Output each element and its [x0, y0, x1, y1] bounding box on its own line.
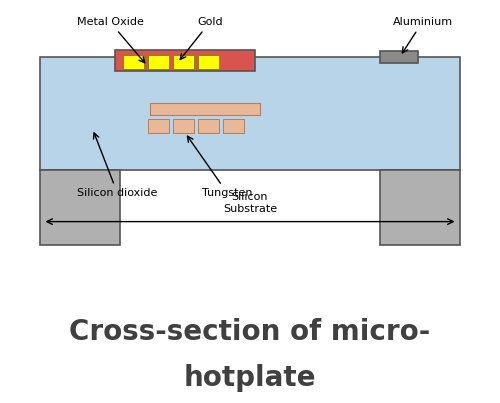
Text: Gold: Gold	[180, 17, 223, 60]
Bar	[40, 56, 460, 170]
Text: Cross-section of micro-: Cross-section of micro-	[70, 318, 430, 347]
Text: Silicon dioxide: Silicon dioxide	[78, 133, 158, 198]
Bar	[40, 170, 120, 245]
Bar	[380, 170, 460, 245]
Text: Tungsten: Tungsten	[188, 136, 253, 198]
Text: Metal Oxide: Metal Oxide	[76, 17, 144, 63]
Bar	[198, 55, 218, 69]
Bar	[172, 55, 194, 69]
Text: Silicon
Substrate: Silicon Substrate	[223, 192, 277, 214]
Bar	[122, 55, 144, 69]
Text: Aluminium: Aluminium	[392, 17, 452, 53]
Bar	[148, 55, 169, 69]
Bar	[198, 119, 218, 133]
Text: hotplate: hotplate	[184, 364, 316, 392]
Bar	[172, 119, 194, 133]
Bar	[150, 103, 260, 115]
Bar	[222, 119, 244, 133]
Bar	[115, 50, 255, 71]
Bar	[148, 119, 169, 133]
Bar	[380, 51, 418, 63]
